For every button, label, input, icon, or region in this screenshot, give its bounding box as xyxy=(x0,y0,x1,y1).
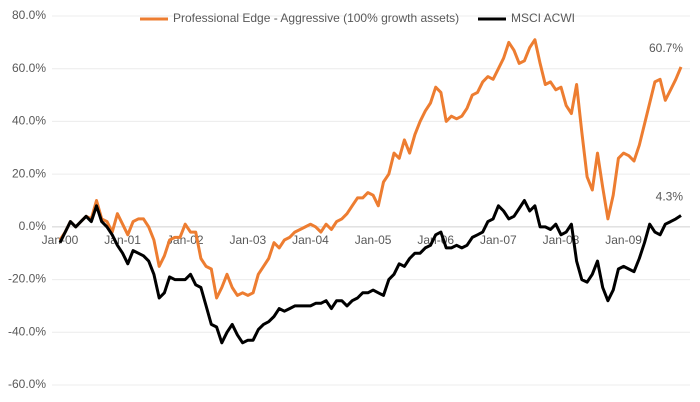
y-tick-label: -20.0% xyxy=(8,272,46,286)
x-tick-label: Jan-07 xyxy=(480,233,517,247)
x-tick-label: Jan-05 xyxy=(355,233,392,247)
legend-label: Professional Edge - Aggressive (100% gro… xyxy=(173,11,459,25)
y-tick-label: 0.0% xyxy=(19,219,47,233)
x-tick-label: Jan-03 xyxy=(230,233,267,247)
y-tick-label: 20.0% xyxy=(12,166,46,180)
legend-label: MSCI ACWI xyxy=(511,11,575,25)
y-tick-label: 40.0% xyxy=(12,114,46,128)
x-tick-label: Jan-09 xyxy=(605,233,642,247)
y-tick-label: -40.0% xyxy=(8,324,46,338)
y-tick-label: -60.0% xyxy=(8,377,46,391)
x-tick-label: Jan-01 xyxy=(104,233,141,247)
end-label: 4.3% xyxy=(656,190,684,204)
end-label: 60.7% xyxy=(649,41,683,55)
y-tick-label: 80.0% xyxy=(12,8,46,22)
x-tick-label: Jan-08 xyxy=(543,233,580,247)
series-line xyxy=(58,38,683,300)
y-tick-label: 60.0% xyxy=(12,61,46,75)
series-line xyxy=(58,199,682,345)
x-tick-label: Jan-04 xyxy=(292,233,329,247)
